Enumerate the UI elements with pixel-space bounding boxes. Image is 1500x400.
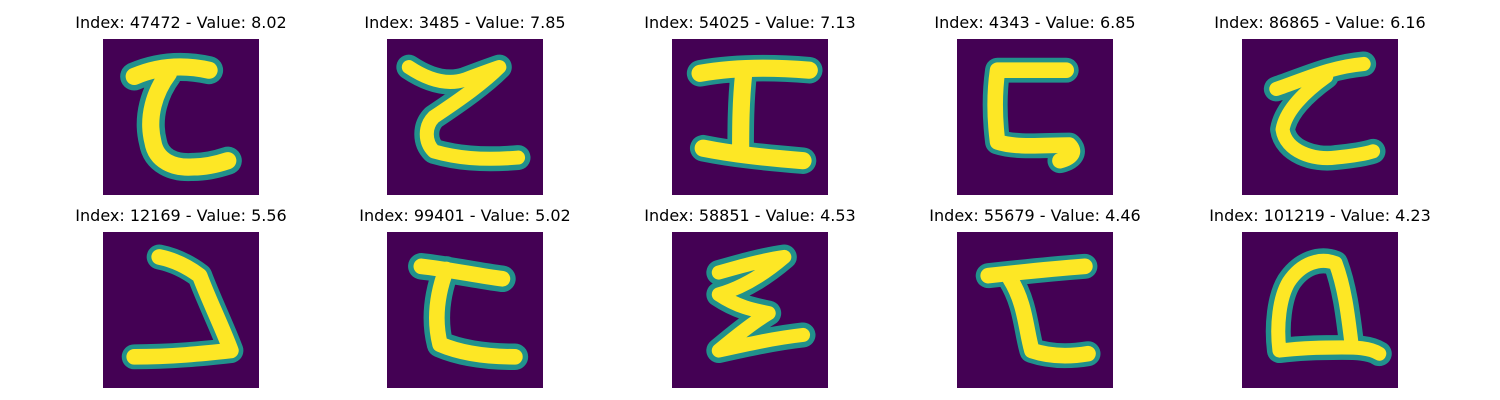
sample-card: Index: 99401 - Value: 5.02 — [320, 205, 610, 395]
sample-card: Index: 3485 - Value: 7.85 — [320, 12, 610, 202]
sample-title: Index: 12169 - Value: 5.56 — [75, 206, 287, 225]
sample-card: Index: 47472 - Value: 8.02 — [36, 12, 326, 202]
glyph-image — [387, 39, 543, 195]
glyph-image — [103, 39, 259, 195]
glyph-image — [1242, 232, 1398, 388]
glyph-image — [1242, 39, 1398, 195]
sample-card: Index: 55679 - Value: 4.46 — [890, 205, 1180, 395]
sample-title: Index: 3485 - Value: 7.85 — [364, 13, 566, 32]
sample-title: Index: 101219 - Value: 4.23 — [1209, 206, 1431, 225]
sample-card: Index: 101219 - Value: 4.23 — [1175, 205, 1465, 395]
sample-title: Index: 4343 - Value: 6.85 — [934, 13, 1136, 32]
sample-card: Index: 54025 - Value: 7.13 — [605, 12, 895, 202]
glyph-image — [672, 232, 828, 388]
glyph-image — [957, 39, 1113, 195]
sample-title: Index: 99401 - Value: 5.02 — [359, 206, 571, 225]
glyph-image — [103, 232, 259, 388]
sample-card: Index: 4343 - Value: 6.85 — [890, 12, 1180, 202]
sample-card: Index: 86865 - Value: 6.16 — [1175, 12, 1465, 202]
sample-title: Index: 54025 - Value: 7.13 — [644, 13, 856, 32]
glyph-image — [672, 39, 828, 195]
sample-card: Index: 12169 - Value: 5.56 — [36, 205, 326, 395]
sample-title: Index: 47472 - Value: 8.02 — [75, 13, 287, 32]
glyph-image — [957, 232, 1113, 388]
sample-title: Index: 55679 - Value: 4.46 — [929, 206, 1141, 225]
glyph-image — [387, 232, 543, 388]
sample-title: Index: 58851 - Value: 4.53 — [644, 206, 856, 225]
sample-title: Index: 86865 - Value: 6.16 — [1214, 13, 1426, 32]
sample-card: Index: 58851 - Value: 4.53 — [605, 205, 895, 395]
